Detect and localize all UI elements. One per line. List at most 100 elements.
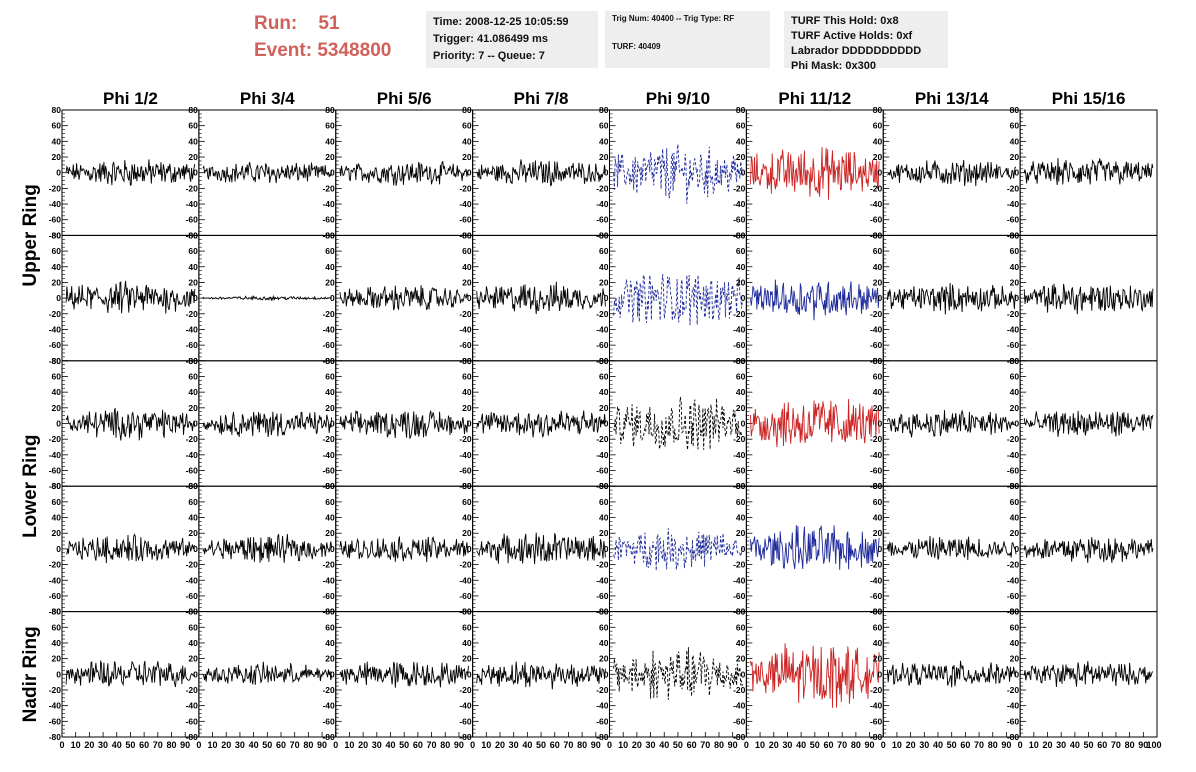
y-tick-label: -60 [459, 340, 472, 350]
y-tick-label: 80 [462, 356, 472, 366]
y-tick-label: 80 [736, 105, 746, 115]
y-tick-label: 20 [325, 277, 335, 287]
x-tick-label: 90 [728, 740, 738, 750]
y-tick-label: 40 [599, 136, 609, 146]
waveform-trace [886, 409, 1017, 438]
x-tick-label: 80 [303, 740, 313, 750]
x-tick-label: 20 [906, 740, 916, 750]
x-tick-label: 40 [249, 740, 259, 750]
y-tick-label: -20 [733, 560, 746, 570]
x-tick-label: 80 [166, 740, 176, 750]
y-tick-label: -80 [1007, 732, 1020, 742]
y-tick-label: -60 [186, 591, 199, 601]
panel-frame [472, 109, 610, 236]
x-tick-label: 30 [782, 740, 792, 750]
waveform-trace [65, 408, 196, 441]
x-tick-label: 50 [673, 740, 683, 750]
y-tick-label: 0 [467, 419, 472, 429]
x-tick-label: 30 [919, 740, 929, 750]
x-tick-label: 20 [84, 740, 94, 750]
turf-hold-line: TURF This Hold: 0x8 [791, 15, 899, 27]
y-tick-label: 40 [325, 262, 335, 272]
x-tick-label: 30 [235, 740, 245, 750]
y-tick-label: 80 [325, 607, 335, 617]
y-tick-label: 80 [52, 481, 62, 491]
y-tick-label: 0 [741, 669, 746, 679]
y-tick-label: 20 [1010, 528, 1020, 538]
y-tick-label: -40 [49, 575, 62, 585]
waveform-trace [202, 294, 332, 302]
y-tick-label: 80 [736, 230, 746, 240]
waveform-trace [613, 647, 743, 700]
x-tick-label: 80 [714, 740, 724, 750]
y-tick-label: 60 [599, 497, 609, 507]
y-tick-label: -40 [870, 575, 883, 585]
y-tick-label: -60 [459, 215, 472, 225]
y-tick-label: 40 [1010, 136, 1020, 146]
y-tick-label: -20 [186, 434, 199, 444]
x-tick-label: 100 [1146, 740, 1161, 750]
y-tick-label: 20 [873, 277, 883, 287]
x-tick-label: 0 [333, 740, 338, 750]
y-tick-label: -20 [870, 434, 883, 444]
y-tick-label: 80 [325, 230, 335, 240]
y-tick-label: 80 [188, 481, 198, 491]
x-tick-label: 10 [618, 740, 628, 750]
y-tick-label: 20 [188, 403, 198, 413]
waveform-trace [339, 160, 469, 186]
y-tick-label: 60 [52, 246, 62, 256]
x-tick-label: 70 [563, 740, 573, 750]
y-tick-label: 40 [1010, 387, 1020, 397]
y-tick-label: 20 [52, 654, 62, 664]
y-tick-label: 80 [873, 230, 883, 240]
y-tick-label: 0 [56, 419, 61, 429]
y-tick-label: -40 [733, 199, 746, 209]
y-tick-label: 60 [52, 497, 62, 507]
y-tick-label: 80 [736, 356, 746, 366]
x-tick-label: 50 [125, 740, 135, 750]
y-tick-label: 60 [462, 121, 472, 131]
y-tick-label: 60 [462, 246, 472, 256]
x-tick-label: 60 [960, 740, 970, 750]
column-header: Phi 15/16 [1052, 89, 1126, 108]
y-tick-label: -60 [870, 466, 883, 476]
y-tick-label: 20 [736, 403, 746, 413]
x-tick-label: 30 [1056, 740, 1066, 750]
y-tick-label: -40 [1007, 450, 1020, 460]
y-tick-label: -20 [1007, 183, 1020, 193]
x-tick-label: 40 [1070, 740, 1080, 750]
y-tick-label: 0 [741, 544, 746, 554]
time-line: Time: 2008-12-25 10:05:59 [433, 16, 569, 28]
x-tick-label: 70 [290, 740, 300, 750]
y-tick-label: -20 [49, 309, 62, 319]
y-tick-label: 0 [1014, 419, 1019, 429]
y-tick-label: 0 [604, 168, 609, 178]
y-tick-label: -20 [596, 309, 609, 319]
x-tick-label: 60 [823, 740, 833, 750]
y-tick-label: 20 [736, 654, 746, 664]
x-tick-label: 10 [71, 740, 81, 750]
y-tick-label: 80 [462, 105, 472, 115]
y-tick-label: -60 [1007, 716, 1020, 726]
y-tick-label: 60 [599, 622, 609, 632]
x-tick-label: 90 [865, 740, 875, 750]
y-tick-label: 80 [1010, 356, 1020, 366]
x-tick-label: 20 [1042, 740, 1052, 750]
y-tick-label: 60 [599, 371, 609, 381]
y-tick-label: 40 [599, 387, 609, 397]
y-tick-label: -60 [322, 716, 335, 726]
x-tick-label: 90 [180, 740, 190, 750]
y-tick-label: 80 [1010, 105, 1020, 115]
trig-num-line: Trig Num: 40400 -- Trig Type: RF [612, 14, 735, 23]
y-tick-label: 40 [873, 136, 883, 146]
turf-active-line: TURF Active Holds: 0xf [791, 30, 913, 42]
y-tick-label: 60 [736, 497, 746, 507]
y-tick-label: 0 [604, 669, 609, 679]
column-header: Phi 1/2 [103, 89, 158, 108]
y-tick-label: 0 [1014, 669, 1019, 679]
y-tick-label: 0 [330, 544, 335, 554]
y-tick-label: -40 [1007, 324, 1020, 334]
y-tick-label: -80 [596, 732, 609, 742]
y-tick-label: 60 [462, 371, 472, 381]
